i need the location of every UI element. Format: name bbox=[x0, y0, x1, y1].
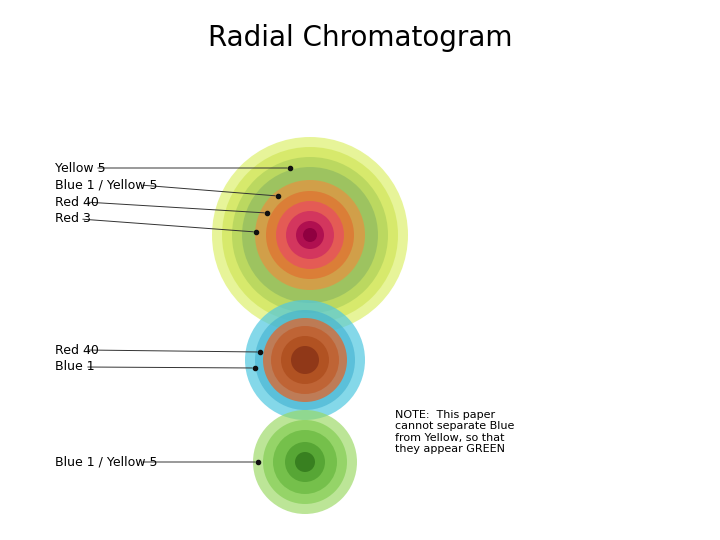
Circle shape bbox=[266, 191, 354, 279]
Circle shape bbox=[263, 318, 347, 402]
Text: Blue 1: Blue 1 bbox=[55, 361, 94, 374]
Circle shape bbox=[232, 157, 388, 313]
Circle shape bbox=[271, 326, 339, 394]
Circle shape bbox=[295, 452, 315, 472]
Circle shape bbox=[255, 310, 355, 410]
Text: Yellow 5: Yellow 5 bbox=[55, 161, 106, 174]
Circle shape bbox=[245, 300, 365, 420]
Circle shape bbox=[296, 221, 324, 249]
Circle shape bbox=[291, 346, 319, 374]
Circle shape bbox=[273, 430, 337, 494]
Circle shape bbox=[212, 137, 408, 333]
Text: Red 40: Red 40 bbox=[55, 195, 99, 208]
Text: Radial Chromatogram: Radial Chromatogram bbox=[208, 24, 512, 52]
Circle shape bbox=[276, 201, 344, 269]
Circle shape bbox=[303, 228, 317, 242]
Text: NOTE:  This paper
cannot separate Blue
from Yellow, so that
they appear GREEN: NOTE: This paper cannot separate Blue fr… bbox=[395, 410, 514, 454]
Text: Red 40: Red 40 bbox=[55, 343, 99, 356]
Text: Red 3: Red 3 bbox=[55, 213, 91, 226]
Circle shape bbox=[242, 167, 378, 303]
Circle shape bbox=[286, 211, 334, 259]
Text: Blue 1 / Yellow 5: Blue 1 / Yellow 5 bbox=[55, 179, 158, 192]
Circle shape bbox=[285, 442, 325, 482]
Circle shape bbox=[281, 336, 329, 384]
Circle shape bbox=[253, 410, 357, 514]
Text: Blue 1 / Yellow 5: Blue 1 / Yellow 5 bbox=[55, 456, 158, 469]
Circle shape bbox=[255, 180, 365, 290]
Circle shape bbox=[222, 147, 398, 323]
Circle shape bbox=[263, 420, 347, 504]
